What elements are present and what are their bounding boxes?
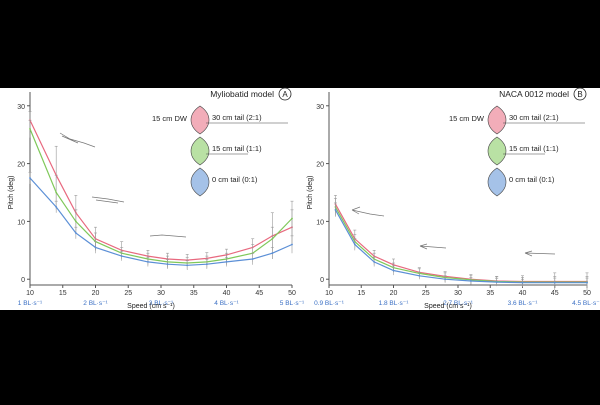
bl-label: 4 BL·s⁻¹ (214, 300, 239, 307)
y-tick-label: 20 (316, 162, 324, 169)
x-tick-label: 45 (551, 290, 559, 297)
y-tick-label: 30 (17, 104, 25, 111)
legend-shape-green (487, 136, 507, 166)
y-axis-label: Pitch (deg) (8, 176, 15, 210)
data-point-blue (225, 260, 228, 263)
panel-label-circle (278, 87, 292, 101)
data-point-green (29, 128, 31, 130)
legend-shape-pink (487, 105, 507, 135)
legend-label: 15 cm tail (1:1) (212, 144, 262, 153)
x-tick-label: 25 (124, 290, 132, 297)
data-point-blue (392, 269, 395, 272)
x-axis-label: Speed (cm s⁻¹) (424, 303, 472, 310)
data-point-green (271, 237, 274, 240)
y-tick-label: 10 (17, 219, 25, 226)
chart-title: Myliobatid model (210, 89, 274, 99)
data-point-blue (205, 263, 208, 266)
x-axis-label: Speed (cm s⁻¹) (127, 303, 175, 310)
data-point-blue (495, 281, 498, 284)
legend-shape-green (190, 136, 210, 166)
bl-label: 0.9 BL·s⁻¹ (314, 300, 345, 307)
legend-title: 15 cm DW (152, 114, 188, 123)
legend-label: 30 cm tail (2:1) (212, 113, 262, 122)
data-point-blue (74, 232, 77, 234)
legend-label: 30 cm tail (2:1) (509, 113, 559, 122)
y-tick-label: 0 (21, 277, 25, 284)
data-point-blue (291, 243, 293, 246)
bl-label: 5 BL·s⁻¹ (280, 300, 305, 307)
x-tick-label: 50 (288, 290, 296, 297)
data-point-green (291, 217, 293, 220)
x-tick-label: 10 (325, 290, 333, 297)
x-tick-label: 15 (357, 290, 365, 297)
bl-label: 1.8 BL·s⁻¹ (379, 300, 410, 307)
legend-label: 0 cm tail (0:1) (212, 175, 258, 184)
data-point-blue (147, 260, 149, 263)
data-point-blue (418, 274, 421, 277)
y-axis-label: Pitch (deg) (307, 176, 314, 210)
panel-label-circle (573, 87, 587, 101)
x-tick-label: 40 (223, 290, 231, 297)
x-tick-label: 35 (190, 290, 198, 297)
x-tick-label: 45 (255, 290, 263, 297)
x-tick-label: 30 (157, 290, 165, 297)
x-tick-label: 50 (583, 290, 591, 297)
data-point-green (74, 220, 77, 223)
x-tick-label: 15 (59, 290, 67, 297)
legend-shape-blue (190, 167, 210, 197)
bl-label: 3 BL·s⁻¹ (149, 300, 174, 307)
data-point-blue (55, 206, 58, 208)
data-point-blue (251, 258, 254, 260)
y-tick-label: 0 (320, 277, 324, 284)
x-tick-label: 30 (454, 290, 462, 297)
panel-label: B (577, 90, 582, 99)
legend-title: 15 cm DW (449, 114, 485, 123)
y-tick-label: 30 (316, 104, 324, 111)
model-glyph-icon (59, 132, 96, 148)
data-point-blue (373, 260, 376, 263)
panel-label: A (282, 90, 288, 99)
data-point-blue (120, 255, 123, 257)
data-point-blue (444, 278, 446, 281)
model-arrow-icon (419, 243, 447, 250)
x-tick-label: 40 (519, 290, 527, 297)
x-tick-label: 20 (92, 290, 100, 297)
bl-label: 2.7 BL·s⁻¹ (443, 300, 474, 307)
bl-label: 4.5 BL·s⁻¹ (572, 300, 600, 307)
legend-shape-blue (487, 167, 507, 197)
y-tick-label: 20 (17, 162, 25, 169)
data-point-blue (521, 281, 524, 284)
data-point-blue (166, 263, 169, 266)
bl-label: 2 BL·s⁻¹ (83, 300, 108, 307)
data-point-blue (553, 281, 556, 284)
y-tick-label: 10 (316, 219, 324, 226)
legend-shape-pink (190, 105, 210, 135)
chart-title: NACA 0012 model (499, 89, 569, 99)
model-arrow-icon (351, 206, 385, 217)
data-point-green (55, 191, 58, 194)
x-tick-label: 10 (26, 290, 34, 297)
data-point-blue (29, 177, 31, 179)
bl-label: 3.6 BL·s⁻¹ (508, 300, 539, 307)
x-tick-label: 35 (486, 290, 494, 297)
data-point-blue (271, 252, 274, 255)
model-glyph-icon (91, 196, 125, 204)
x-tick-label: 20 (390, 290, 398, 297)
data-point-blue (470, 280, 472, 282)
x-tick-label: 25 (422, 290, 430, 297)
legend-label: 0 cm tail (0:1) (509, 175, 555, 184)
data-point-blue (334, 208, 337, 211)
data-point-blue (94, 246, 97, 249)
legend-label: 15 cm tail (1:1) (509, 144, 559, 153)
model-glyph-icon (149, 234, 187, 238)
data-point-blue (586, 281, 588, 284)
bl-label: 1 BL·s⁻¹ (18, 300, 43, 307)
data-point-blue (353, 243, 356, 246)
data-point-blue (186, 264, 189, 267)
model-arrow-icon (524, 250, 556, 257)
